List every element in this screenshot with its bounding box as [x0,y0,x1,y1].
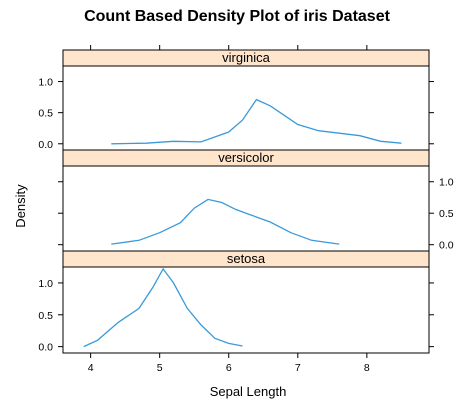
x-tick-label: 4 [88,362,94,374]
x-tick-label: 5 [157,362,163,374]
y-tick-label-setosa: 0.5 [38,310,53,322]
y-tick-label-setosa: 0.0 [38,342,53,354]
y-axis-label: Density [13,184,28,228]
strip-label-setosa: setosa [227,251,266,266]
plot-frame-setosa [62,266,430,354]
x-tick-label: 8 [364,362,370,374]
y-tick-label-versicolor: 1.0 [439,177,454,189]
y-tick-label-versicolor: 0.0 [439,240,454,252]
density-line-virginica [111,98,402,145]
strip-label-virginica: virginica [222,50,270,65]
chart-title: Count Based Density Plot of iris Dataset [84,8,391,25]
y-tick-label-virginica: 1.0 [38,77,53,89]
x-tick-label: 6 [226,362,232,374]
panels-group: virginica0.00.51.0versicolor0.00.51.0set… [38,45,454,374]
x-axis-label: Sepal Length [210,384,287,399]
panel-versicolor: versicolor 0.0 0.5 1.0 [58,149,454,252]
density-line-versicolor [111,198,340,245]
density-line-setosa [83,267,243,348]
plot-frame-virginica [62,65,430,151]
y-tick-label-setosa: 1.0 [38,278,53,290]
plot-frame-versicolor [62,165,430,252]
panel-setosa: setosa 0.0 0.5 1.0 [38,250,434,354]
y-tick-label-versicolor: 0.5 [439,208,454,220]
x-tick-label: 7 [295,362,301,374]
y-tick-label-virginica: 0.5 [38,108,53,120]
panel-virginica: virginica 0.0 0.5 1.0 [38,49,434,151]
y-tick-label-virginica: 0.0 [38,139,53,151]
strip-label-versicolor: versicolor [218,150,274,165]
